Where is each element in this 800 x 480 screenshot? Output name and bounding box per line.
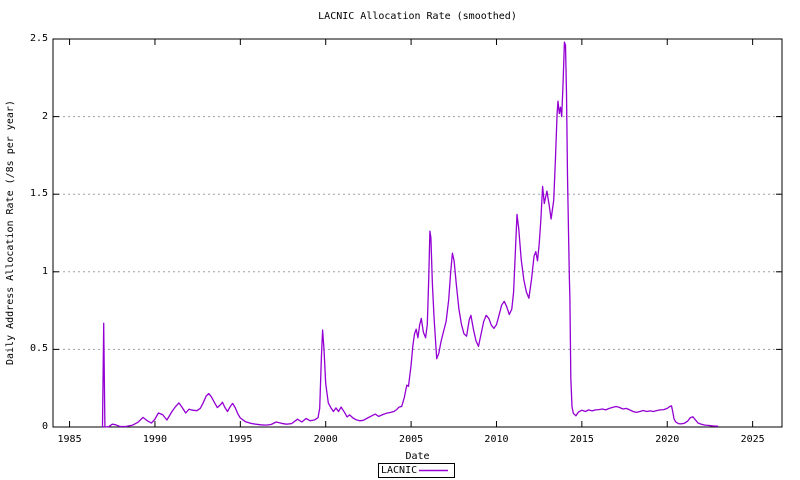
x-tick-label: 2005 [399, 434, 424, 445]
plot-frame [52, 38, 783, 428]
x-tick-label: 1995 [228, 434, 253, 445]
x-tick-label: 2025 [740, 434, 765, 445]
y-tick-label: 0 [41, 421, 48, 432]
x-tick-label: 2015 [569, 434, 594, 445]
x-tick-label: 2000 [313, 434, 338, 445]
x-tick-label: 2010 [484, 434, 509, 445]
legend-label: LACNIC [381, 465, 418, 476]
y-tick-label: 0.5 [29, 343, 48, 355]
lacnic-series-line [101, 41, 719, 428]
x-tick-label: 1990 [142, 434, 167, 445]
y-tick-label: 1.5 [29, 188, 48, 200]
x-axis-label: Date [405, 451, 430, 462]
x-tick-label: 2020 [655, 434, 680, 445]
y-axis-label: Daily Address Allocation Rate (/8s per y… [5, 100, 16, 366]
x-tick-label: 1985 [57, 434, 82, 445]
y-tick-label: 2 [41, 110, 48, 122]
y-tick-label: 1 [41, 265, 48, 277]
chart-title: LACNIC Allocation Rate (smoothed) [318, 11, 517, 22]
y-tick-label: 2.5 [29, 33, 48, 44]
legend-box: LACNIC [378, 463, 455, 478]
